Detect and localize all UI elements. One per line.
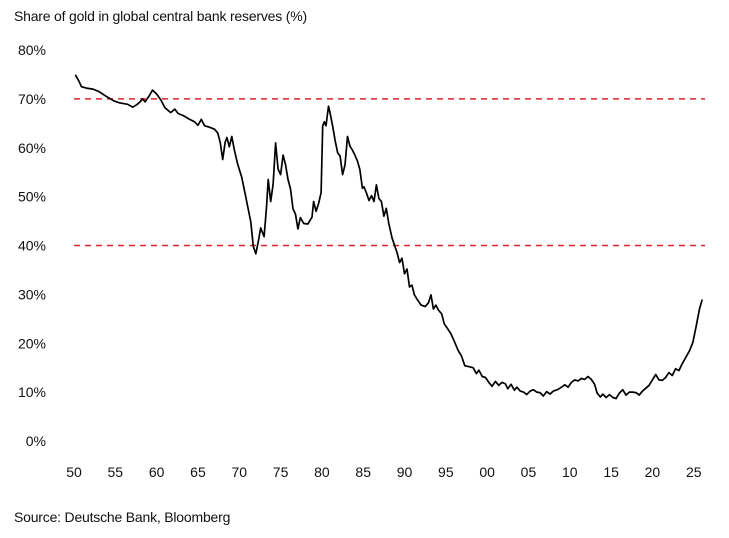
x-tick-label: 65 <box>190 464 206 480</box>
chart-title: Share of gold in global central bank res… <box>14 8 307 24</box>
series-layer <box>74 74 703 400</box>
x-tick-label: 70 <box>231 464 247 480</box>
x-tick-label: 85 <box>355 464 371 480</box>
y-axis-ticks: 0% 10% 20% 30% 40% 50% 60% 70% 80% <box>18 42 46 449</box>
x-tick-label: 90 <box>397 464 413 480</box>
x-tick-label: 05 <box>521 464 537 480</box>
y-tick-label: 20% <box>18 335 46 351</box>
x-tick-label: 95 <box>438 464 454 480</box>
chart-source: Source: Deutsche Bank, Bloomberg <box>14 509 231 525</box>
x-tick-label: 10 <box>562 464 578 480</box>
y-tick-label: 60% <box>18 140 46 156</box>
x-tick-label: 55 <box>108 464 124 480</box>
y-tick-label: 50% <box>18 189 46 205</box>
x-tick-label: 80 <box>314 464 330 480</box>
y-tick-label: 40% <box>18 238 46 254</box>
y-tick-label: 80% <box>18 42 46 58</box>
y-tick-label: 70% <box>18 91 46 107</box>
x-tick-label: 15 <box>603 464 619 480</box>
x-tick-label: 25 <box>686 464 702 480</box>
series-line <box>74 74 703 400</box>
y-tick-label: 30% <box>18 286 46 302</box>
x-tick-label: 60 <box>149 464 165 480</box>
y-tick-label: 0% <box>26 433 46 449</box>
x-tick-label: 00 <box>479 464 495 480</box>
x-tick-label: 75 <box>273 464 289 480</box>
y-tick-label: 10% <box>18 384 46 400</box>
x-tick-label: 50 <box>66 464 82 480</box>
x-tick-label: 20 <box>645 464 661 480</box>
x-axis-ticks: 50 55 60 65 70 75 80 85 90 95 00 05 10 15 20 25 <box>66 464 702 480</box>
